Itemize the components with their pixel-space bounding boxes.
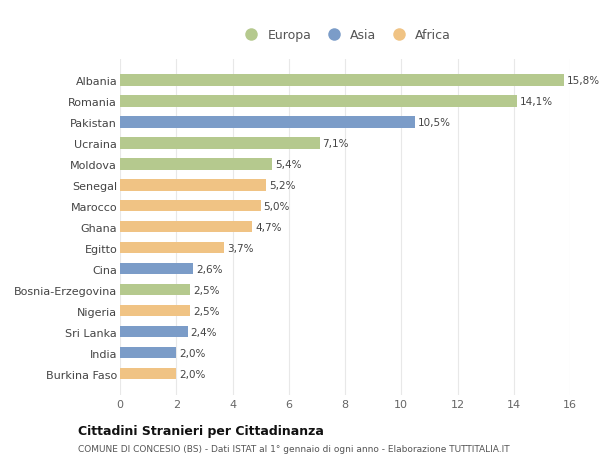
Text: 5,0%: 5,0% — [263, 202, 290, 211]
Text: 2,4%: 2,4% — [190, 327, 217, 337]
Legend: Europa, Asia, Africa: Europa, Asia, Africa — [239, 29, 451, 42]
Bar — [120, 221, 252, 233]
Bar — [120, 138, 320, 149]
Bar — [120, 179, 266, 191]
Bar — [120, 117, 415, 128]
Bar — [120, 96, 517, 107]
Text: 4,7%: 4,7% — [255, 222, 281, 232]
Text: 7,1%: 7,1% — [323, 139, 349, 148]
Bar — [120, 201, 260, 212]
Text: COMUNE DI CONCESIO (BS) - Dati ISTAT al 1° gennaio di ogni anno - Elaborazione T: COMUNE DI CONCESIO (BS) - Dati ISTAT al … — [78, 444, 509, 453]
Text: 5,4%: 5,4% — [275, 159, 301, 169]
Bar — [120, 159, 272, 170]
Text: 5,2%: 5,2% — [269, 180, 296, 190]
Text: 2,0%: 2,0% — [179, 348, 205, 358]
Bar — [120, 75, 565, 86]
Bar — [120, 305, 190, 317]
Bar — [120, 347, 176, 358]
Text: Cittadini Stranieri per Cittadinanza: Cittadini Stranieri per Cittadinanza — [78, 424, 324, 437]
Text: 2,0%: 2,0% — [179, 369, 205, 379]
Text: 3,7%: 3,7% — [227, 243, 253, 253]
Text: 2,6%: 2,6% — [196, 264, 223, 274]
Bar — [120, 284, 190, 296]
Bar — [120, 326, 187, 338]
Text: 10,5%: 10,5% — [418, 118, 451, 128]
Text: 14,1%: 14,1% — [520, 96, 553, 106]
Bar — [120, 263, 193, 275]
Bar — [120, 242, 224, 254]
Bar — [120, 368, 176, 380]
Text: 2,5%: 2,5% — [193, 306, 220, 316]
Text: 15,8%: 15,8% — [567, 76, 600, 86]
Text: 2,5%: 2,5% — [193, 285, 220, 295]
